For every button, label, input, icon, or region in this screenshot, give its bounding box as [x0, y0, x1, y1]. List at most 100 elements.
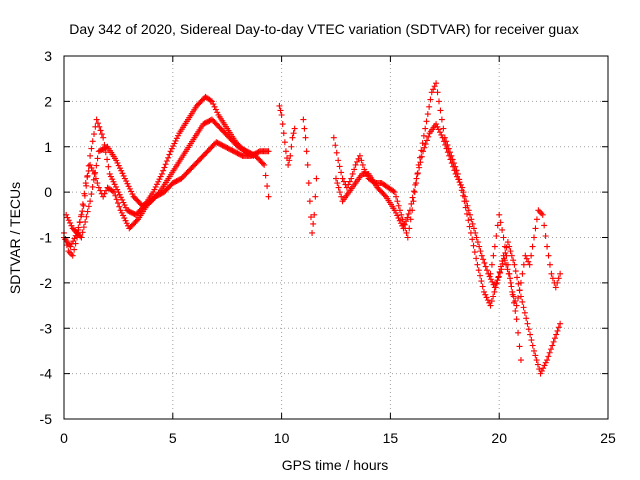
data-point: [545, 252, 552, 259]
data-point: [120, 212, 127, 219]
x-tick-label: 15: [383, 430, 399, 446]
data-point: [548, 270, 555, 277]
data-point: [396, 217, 403, 224]
data-point: [276, 102, 283, 109]
data-point: [463, 210, 470, 217]
data-point: [310, 220, 317, 227]
data-point: [339, 175, 346, 182]
data-point: [455, 176, 462, 183]
data-point: [77, 213, 84, 220]
data-point: [126, 185, 133, 192]
data-point: [175, 132, 182, 139]
data-point: [446, 152, 453, 159]
data-point: [120, 199, 127, 206]
data-point: [448, 160, 455, 167]
data-point: [64, 214, 71, 221]
data-point: [124, 180, 131, 187]
data-point: [487, 270, 494, 277]
series-arc-7: [333, 121, 564, 377]
data-point: [336, 163, 343, 170]
data-point: [76, 219, 83, 226]
series-arc-1: [61, 139, 272, 259]
data-point: [88, 145, 95, 152]
data-point: [434, 89, 441, 96]
data-point: [121, 215, 128, 222]
y-tick-label: 0: [44, 184, 52, 200]
data-point: [515, 295, 522, 301]
data-point: [520, 304, 527, 311]
data-point: [549, 275, 556, 282]
data-point: [157, 173, 164, 180]
data-point: [113, 157, 120, 164]
data-point: [119, 170, 126, 177]
data-point: [478, 278, 485, 285]
data-point: [510, 293, 517, 300]
data-point: [90, 176, 97, 183]
x-tick-label: 5: [169, 430, 177, 446]
data-point: [153, 181, 160, 188]
y-tick-label: 3: [44, 48, 52, 64]
data-point: [529, 342, 536, 349]
data-point: [421, 144, 428, 151]
data-point: [437, 107, 444, 114]
data-point: [469, 236, 476, 243]
data-point: [150, 189, 157, 196]
chart-title: Day 342 of 2020, Sidereal Day-to-day VTE…: [69, 21, 578, 37]
data-point: [391, 207, 398, 214]
data-point: [300, 116, 307, 123]
data-point: [472, 229, 479, 236]
data-point: [481, 259, 488, 266]
data-point: [545, 353, 552, 360]
data-point: [439, 134, 446, 141]
data-point: [163, 158, 170, 165]
data-point: [504, 261, 511, 268]
data-point: [507, 248, 514, 255]
data-point: [438, 116, 445, 123]
data-point: [290, 130, 297, 137]
data-point: [461, 193, 468, 200]
data-point: [71, 235, 78, 242]
data-point: [413, 175, 420, 182]
data-point: [160, 167, 167, 174]
data-point: [507, 275, 514, 282]
data-point: [434, 123, 441, 130]
data-point: [497, 219, 504, 226]
data-point: [403, 229, 410, 236]
series-arc-5: [300, 116, 320, 236]
data-point: [525, 258, 532, 265]
data-point: [519, 298, 526, 305]
data-point: [473, 255, 480, 262]
x-tick-label: 10: [274, 430, 290, 446]
data-point: [542, 359, 549, 366]
data-point: [516, 287, 523, 294]
data-point: [493, 280, 500, 287]
data-point: [535, 207, 542, 214]
data-point: [509, 288, 516, 295]
y-axis-label: SDTVAR / TECUs: [7, 182, 23, 294]
data-point: [515, 280, 522, 287]
data-point: [118, 209, 125, 216]
data-point: [512, 308, 519, 315]
data-point: [440, 125, 447, 132]
data-point: [544, 357, 551, 364]
data-point: [80, 202, 87, 209]
series-arc-4: [276, 102, 298, 168]
data-point: [425, 133, 432, 140]
data-point: [100, 193, 107, 200]
data-point: [211, 103, 218, 110]
data-point: [513, 302, 520, 309]
data-point: [488, 261, 495, 268]
data-point: [151, 186, 158, 193]
data-point: [450, 163, 457, 170]
x-axis-label: GPS time / hours: [282, 457, 389, 473]
data-point: [538, 210, 545, 217]
x-tick-label: 20: [491, 430, 507, 446]
data-point: [352, 161, 359, 168]
data-point: [109, 188, 116, 195]
data-point: [490, 281, 497, 288]
data-point: [133, 217, 140, 224]
data-point: [491, 243, 498, 250]
data-point: [417, 159, 424, 166]
data-point: [391, 189, 398, 196]
data-point: [484, 297, 491, 304]
